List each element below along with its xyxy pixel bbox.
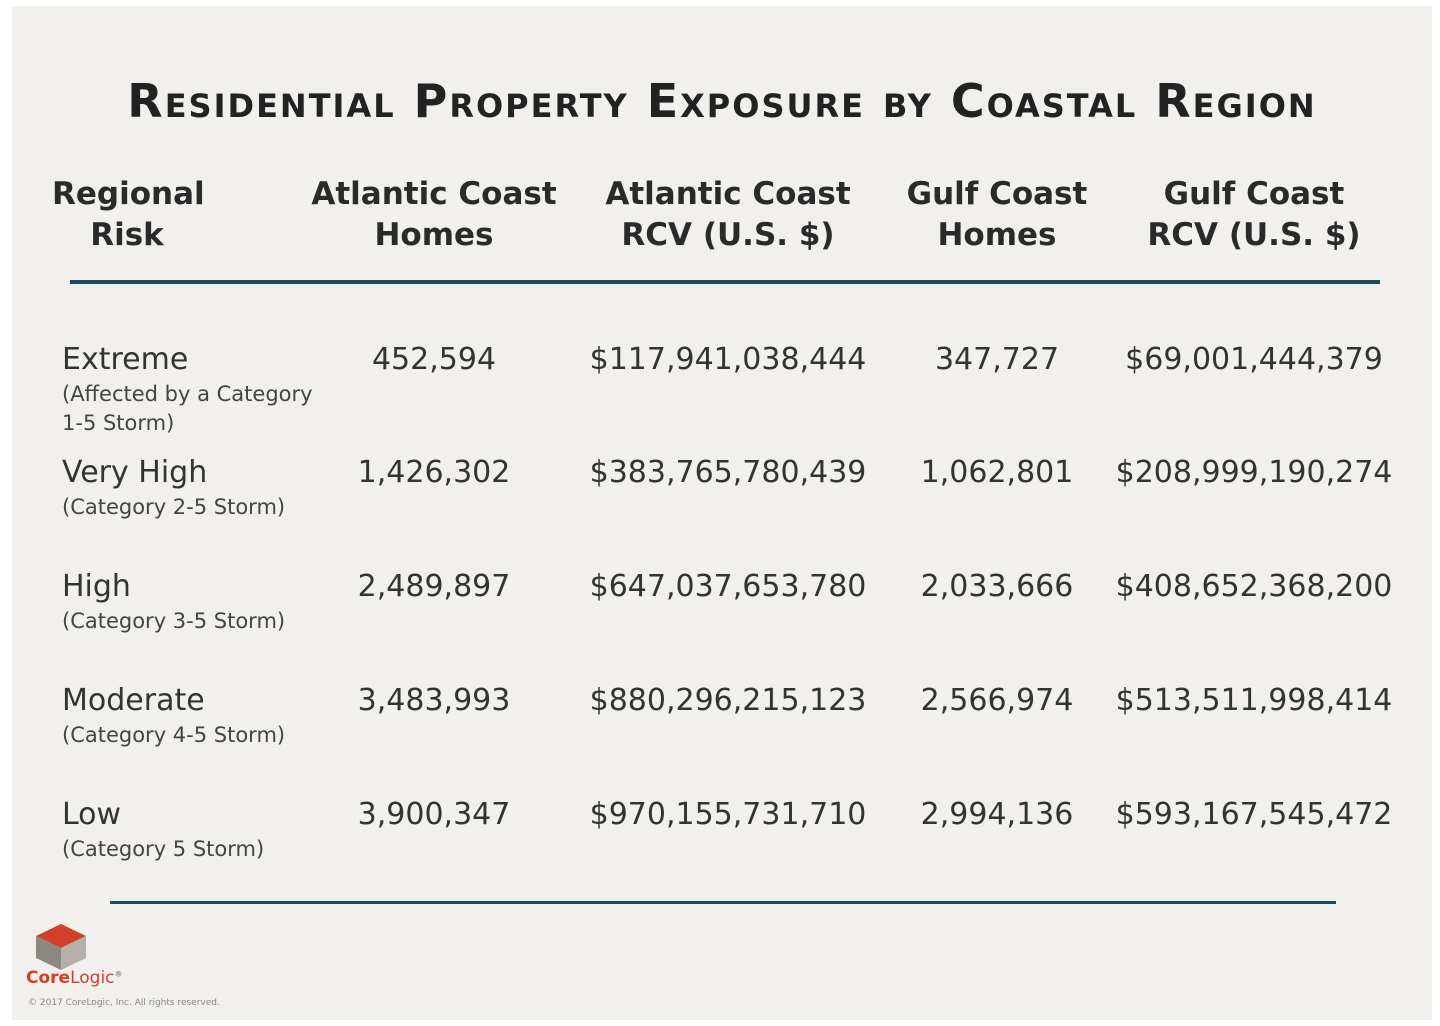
atlantic-homes-cell: 3,483,993	[357, 683, 511, 718]
gulf-homes-cell: 1,062,801	[920, 455, 1074, 490]
atlantic-homes-cell: 452,594	[371, 342, 497, 377]
atlantic-homes-cell: 1,426,302	[357, 455, 511, 490]
registered-mark: ®	[114, 969, 123, 979]
header-line: Atlantic Coast	[605, 176, 851, 212]
brand-logic: Logic	[70, 968, 115, 988]
gulf-homes-cell: 2,033,666	[920, 569, 1074, 604]
table-row: Moderate (Category 4-5 Storm) 3,483,993 …	[12, 683, 1432, 783]
risk-description: (Affected by a Category 1-5 Storm)	[62, 382, 313, 435]
table-row: High (Category 3-5 Storm) 2,489,897 $647…	[12, 569, 1432, 669]
risk-description: (Category 4-5 Storm)	[62, 723, 286, 747]
header-line: Risk	[90, 217, 164, 253]
gulf-rcv-cell: $69,001,444,379	[1125, 342, 1383, 377]
header-gulf-rcv: Gulf Coast RCV (U.S. $)	[1104, 174, 1404, 256]
atlantic-rcv-cell: $383,765,780,439	[589, 455, 867, 490]
gulf-rcv-cell: $593,167,545,472	[1115, 797, 1393, 832]
risk-description: (Category 5 Storm)	[62, 837, 265, 861]
gulf-rcv-cell: $513,511,998,414	[1115, 683, 1393, 718]
gulf-rcv-cell: $408,652,368,200	[1115, 569, 1393, 604]
header-line: Gulf Coast	[906, 176, 1088, 212]
header-atlantic-homes: Atlantic Coast Homes	[304, 174, 564, 256]
gulf-rcv-cell: $208,999,190,274	[1115, 455, 1393, 490]
risk-label: Very High	[62, 455, 208, 490]
header-atlantic-rcv: Atlantic Coast RCV (U.S. $)	[582, 174, 874, 256]
atlantic-rcv-cell: $647,037,653,780	[589, 569, 867, 604]
copyright-notice: © 2017 CoreLogic, Inc. All rights reserv…	[28, 998, 220, 1008]
risk-label: Moderate	[62, 683, 205, 718]
header-line: Homes	[937, 217, 1057, 253]
header-line: RCV (U.S. $)	[621, 217, 835, 253]
atlantic-homes-cell: 3,900,347	[357, 797, 511, 832]
risk-label: Low	[62, 797, 122, 832]
gulf-homes-cell: 347,727	[934, 342, 1060, 377]
risk-label: High	[62, 569, 131, 604]
infographic-card: Residential Property Exposure by Coastal…	[12, 6, 1432, 1020]
risk-description: (Category 3-5 Storm)	[62, 609, 286, 633]
header-line: Homes	[374, 217, 494, 253]
gulf-homes-cell: 2,566,974	[920, 683, 1074, 718]
brand-core: Core	[26, 968, 71, 988]
gulf-homes-cell: 2,994,136	[920, 797, 1074, 832]
header-gulf-homes: Gulf Coast Homes	[892, 174, 1102, 256]
atlantic-homes-cell: 2,489,897	[357, 569, 511, 604]
header-line: RCV (U.S. $)	[1147, 217, 1361, 253]
footer-divider	[110, 901, 1336, 904]
risk-label: Extreme	[62, 342, 189, 377]
header-line: Regional	[52, 176, 205, 212]
header-line: Gulf Coast	[1163, 176, 1345, 212]
table-row: Extreme (Affected by a Category 1-5 Stor…	[12, 342, 1432, 442]
risk-description: (Category 2-5 Storm)	[62, 495, 286, 519]
header-line: Atlantic Coast	[311, 176, 557, 212]
atlantic-rcv-cell: $880,296,215,123	[589, 683, 867, 718]
brand-wordmark: CoreLogic®	[26, 968, 123, 988]
header-regional-risk: Regional Risk	[52, 174, 205, 256]
atlantic-rcv-cell: $117,941,038,444	[589, 342, 867, 377]
table-row: Very High (Category 2-5 Storm) 1,426,302…	[12, 455, 1432, 555]
corelogic-logo-icon	[36, 924, 86, 970]
chart-title: Residential Property Exposure by Coastal…	[127, 74, 1317, 128]
header-divider	[70, 280, 1380, 284]
table-row: Low (Category 5 Storm) 3,900,347 $970,15…	[12, 797, 1432, 897]
atlantic-rcv-cell: $970,155,731,710	[589, 797, 867, 832]
